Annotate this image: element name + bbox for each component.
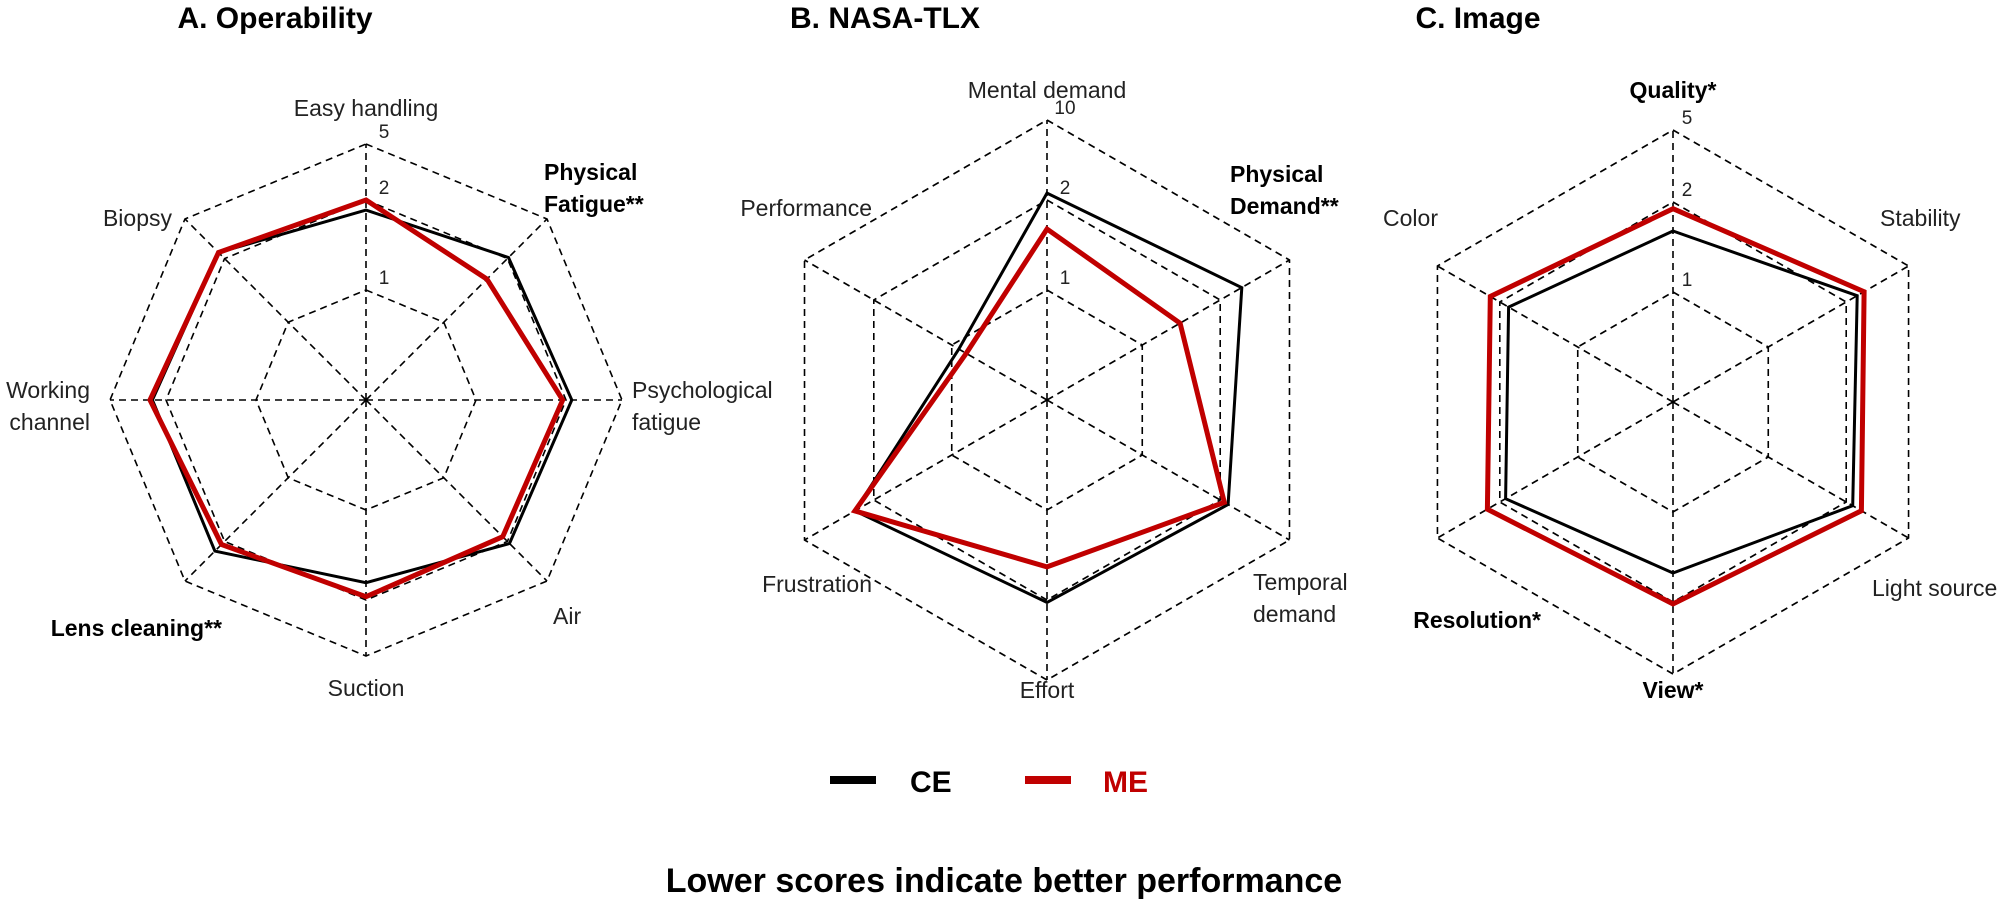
axis-label-physical-demand: Physical Demand** [1230, 161, 1339, 219]
footer-note: Lower scores indicate better performance [666, 862, 1342, 900]
axis-label-physical-fatigue: Physical Fatigue** [544, 159, 644, 217]
spoke-6 [1437, 265, 1674, 403]
tick-label-10: 10 [1054, 98, 1075, 119]
legend-label-me: ME [1103, 766, 1148, 799]
axis-label-resolution: Resolution* [1413, 607, 1541, 633]
tick-label-2: 2 [1060, 178, 1071, 199]
axis-label-view: View* [1643, 677, 1704, 703]
axis-label-biopsy: Biopsy [103, 205, 173, 231]
axis-label-effort: Effort [1020, 677, 1075, 703]
series-me-c-image [1484, 205, 1867, 607]
axis-label-easy-handling: Easy handling [294, 95, 439, 121]
spoke-2 [1672, 265, 1909, 403]
panel-title-c-image: C. Image [1415, 2, 1540, 35]
axis-label-frustration: Frustration [762, 571, 872, 597]
series-me-a-operability [147, 197, 566, 600]
spoke-6 [184, 399, 367, 582]
radar-panel-c-image: C. Image 1 2 5 Quality* Stability Light source… [1383, 2, 1997, 703]
grid-ring-2 [872, 199, 1222, 601]
spoke-5 [1437, 401, 1674, 539]
tick-label-2: 2 [379, 178, 390, 199]
axis-label-working-channel: Working channel [6, 377, 90, 435]
spoke-5 [804, 399, 1048, 541]
panel-title-b-nasa-tlx: B. NASA-TLX [790, 2, 980, 35]
axis-label-stability: Stability [1880, 205, 1961, 231]
axis-label-suction: Suction [328, 675, 405, 701]
spoke-3 [1672, 401, 1909, 539]
grid-ring-2 [165, 199, 567, 601]
series-me-b-nasa-tlx [850, 225, 1228, 570]
series-ce-b-nasa-tlx [852, 191, 1244, 605]
spoke-2 [365, 218, 548, 401]
tick-label-2: 2 [1682, 180, 1693, 201]
grid-ring-3 [1436, 129, 1910, 675]
axis-label-temporal-demand: Temporal demand [1253, 569, 1348, 627]
axis-label-color: Color [1383, 205, 1438, 231]
axis-label-performance: Performance [740, 195, 872, 221]
spoke-2 [1046, 259, 1290, 401]
axis-label-lens-cleaning: Lens cleaning** [51, 615, 222, 641]
axis-label-air: Air [553, 603, 581, 629]
spoke-8 [184, 218, 367, 401]
tick-label-5: 5 [379, 122, 390, 143]
legend-label-ce: CE [910, 766, 952, 799]
axis-label-quality: Quality* [1630, 77, 1717, 103]
panel-title-a-operability: A. Operability [177, 2, 372, 35]
tick-label-1: 1 [1682, 270, 1693, 291]
spoke-6 [804, 259, 1048, 401]
legend: CE ME [830, 766, 1148, 799]
tick-label-5: 5 [1682, 108, 1693, 129]
tick-label-1: 1 [1060, 268, 1071, 289]
axis-label-psychological-fatigue: Psychological fatigue [632, 377, 773, 435]
spoke-3 [1046, 399, 1290, 541]
series-ce-c-image [1504, 229, 1859, 575]
axis-label-light-source: Light source [1872, 575, 1997, 601]
tick-label-1: 1 [379, 268, 390, 289]
spoke-4 [365, 399, 548, 582]
axis-label-mental-demand: Mental demand [968, 77, 1127, 103]
